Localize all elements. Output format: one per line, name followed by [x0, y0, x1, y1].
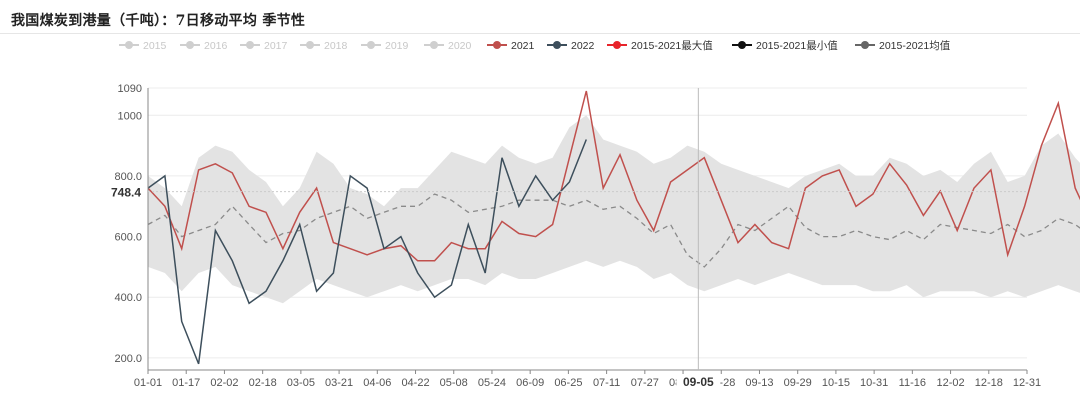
legend-label: 2019 [385, 40, 409, 52]
legend-swatch-dot [246, 41, 254, 49]
legend-item-2021[interactable]: 2021 [487, 40, 535, 52]
y-tick-label: 200.0 [114, 353, 142, 365]
legend-label: 2020 [448, 40, 472, 52]
legend-label: 2015 [143, 40, 167, 52]
range-band [148, 115, 1080, 304]
legend-label: 2021 [511, 40, 535, 52]
x-tick-label: 05-08 [440, 377, 468, 389]
x-tick-label: 01-01 [134, 377, 162, 389]
hover-y-label-bg [104, 182, 144, 201]
x-tick-label: 04-06 [363, 377, 391, 389]
x-tick-label: 01-17 [172, 377, 200, 389]
series-lines[interactable] [147, 90, 1080, 365]
legend-swatch-dot [367, 41, 375, 49]
series-line-2022[interactable] [147, 139, 587, 365]
hover-x-label-bg [676, 374, 721, 390]
x-tick-label: 07-27 [631, 377, 659, 389]
x-tick-label: 02-18 [249, 377, 277, 389]
legend-item-2015-2021均值[interactable]: 2015-2021均值 [855, 39, 951, 52]
legend-item-2022[interactable]: 2022 [547, 40, 595, 52]
legend-swatch-dot [493, 41, 501, 49]
hover-x-label: 09-05 [683, 375, 714, 389]
legend-swatch-dot [306, 41, 314, 49]
x-tick-label: 12-31 [1013, 377, 1041, 389]
x-tick-label: 11-16 [899, 377, 926, 389]
y-tick-label: 600.0 [114, 232, 142, 244]
legend-label: 2018 [324, 40, 348, 52]
legend-swatch-dot [861, 41, 869, 49]
y-tick-label: 1000 [118, 110, 142, 122]
legend-label: 2016 [204, 40, 228, 52]
legend-swatch-dot [738, 41, 746, 49]
title-divider [0, 33, 1080, 34]
x-tick-label: 04-22 [401, 377, 429, 389]
legend-swatch-dot [125, 41, 133, 49]
legend-item-2020[interactable]: 2020 [424, 40, 472, 52]
y-tick-label: 800.0 [114, 171, 142, 183]
x-tick-label: 02-02 [210, 377, 238, 389]
legend-item-2019[interactable]: 2019 [361, 40, 409, 52]
series-line-mean[interactable] [147, 193, 1080, 268]
legend-swatch-dot [553, 41, 561, 49]
chart-title: 我国煤炭到港量（千吨）：7日移动平均 季节性 [11, 13, 306, 29]
series-line-2021[interactable] [147, 90, 1080, 262]
hover-y-label: 748.4 [111, 186, 141, 200]
legend-item-2018[interactable]: 2018 [300, 40, 348, 52]
chart-legend[interactable]: 2015 2016 2017 2018 2019 2020 2021 2022 2015-202… [119, 39, 951, 52]
x-tick-label: 06-25 [554, 377, 582, 389]
legend-label: 2015-2021最小值 [756, 39, 838, 52]
y-tick-label: 1090 [118, 83, 142, 95]
x-tick-label: 12-18 [975, 377, 1003, 389]
legend-swatch-dot [430, 41, 438, 49]
legend-swatch-dot [186, 41, 194, 49]
y-tick-label: 400.0 [114, 292, 142, 304]
legend-item-2016[interactable]: 2016 [180, 40, 228, 52]
x-tick-label: 10-31 [860, 377, 888, 389]
legend-label: 2015-2021均值 [879, 39, 951, 52]
legend-label: 2015-2021最大值 [631, 39, 713, 52]
legend-label: 2017 [264, 40, 288, 52]
x-tick-label: 07-11 [593, 377, 620, 389]
legend-swatch-dot [613, 41, 621, 49]
legend-item-2017[interactable]: 2017 [240, 40, 288, 52]
x-tick-label: 10-15 [822, 377, 850, 389]
x-tick-label: 03-21 [325, 377, 353, 389]
hover-indicator: 09-05 748.4 [104, 88, 1027, 390]
axes: 200.0 400.0 600.0 800.0 1000 1090 01-01 01-17 02… [114, 83, 1041, 389]
x-tick-label: 05-24 [478, 377, 506, 389]
legend-item-2015-2021最大值[interactable]: 2015-2021最大值 [607, 39, 713, 52]
x-tick-label: 09-29 [784, 377, 812, 389]
x-tick-label: 09-13 [745, 377, 773, 389]
legend-item-2015-2021最小值[interactable]: 2015-2021最小值 [732, 39, 838, 52]
x-tick-label: 03-05 [287, 377, 315, 389]
legend-label: 2022 [571, 40, 595, 52]
x-tick-label: 06-09 [516, 377, 544, 389]
legend-item-2015[interactable]: 2015 [119, 40, 167, 52]
range-band-area [148, 115, 1080, 304]
x-tick-label: 12-02 [936, 377, 964, 389]
